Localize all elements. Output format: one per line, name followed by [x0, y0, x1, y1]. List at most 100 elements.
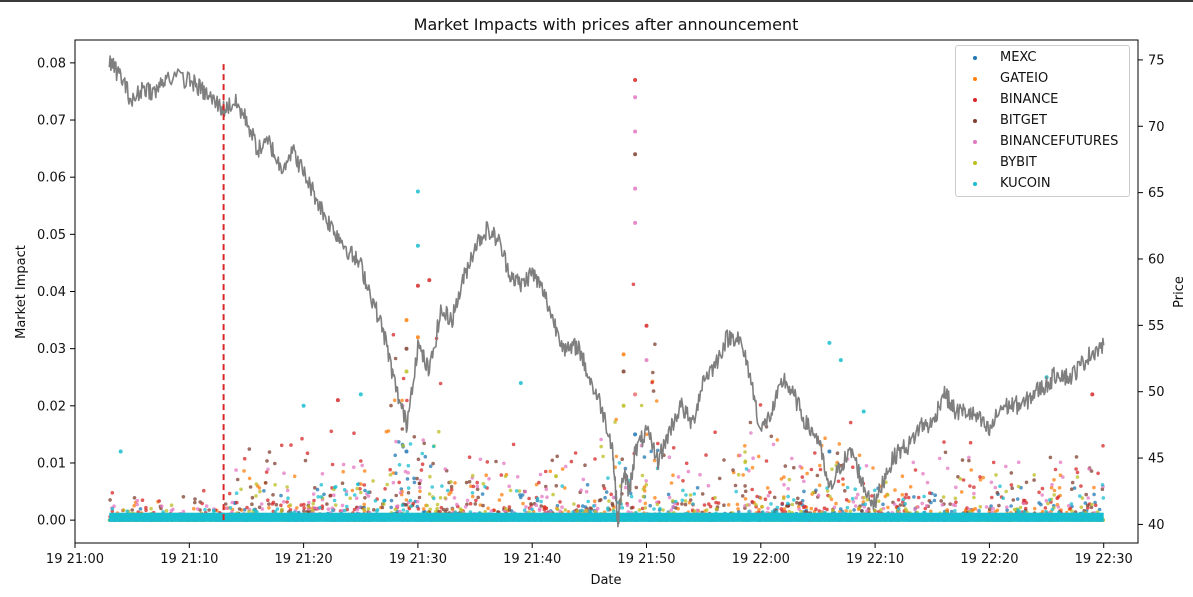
impact-point	[400, 398, 404, 403]
impact-point	[775, 438, 780, 442]
impact-point	[1068, 506, 1073, 511]
impact-point	[281, 500, 286, 504]
impact-point	[372, 508, 376, 512]
impact-point	[415, 476, 419, 481]
impact-point	[198, 500, 202, 504]
impact-point	[593, 509, 598, 514]
impact-point	[489, 509, 494, 513]
impact-point	[1078, 494, 1082, 498]
y-axis-label: Market Impact	[14, 245, 29, 339]
impact-point	[592, 504, 596, 508]
impact-point	[332, 493, 336, 498]
impact-point	[544, 487, 549, 492]
y-tick-label: 0.03	[37, 342, 66, 357]
y2-tick-label: 60	[1148, 252, 1165, 267]
impact-point	[716, 501, 721, 505]
y-tick-label: 0.08	[37, 56, 66, 71]
impact-point	[408, 442, 413, 446]
impact-point	[1004, 489, 1008, 494]
impact-point	[695, 508, 700, 513]
impact-point	[832, 505, 837, 510]
impact-point	[449, 480, 453, 484]
price-line-layer	[108, 55, 1105, 528]
impact-point	[325, 502, 329, 506]
impact-point	[756, 454, 761, 459]
impact-point	[1086, 496, 1090, 500]
impact-point	[354, 496, 359, 501]
impact-point	[1004, 464, 1008, 469]
impact-point	[537, 480, 541, 485]
impact-point	[763, 497, 768, 502]
impact-point	[900, 493, 905, 497]
legend-label: BINANCE	[1000, 92, 1059, 107]
impact-point	[403, 469, 408, 474]
impact-point	[273, 483, 277, 487]
x-tick-label: 19 21:00	[46, 552, 104, 567]
impact-point	[311, 501, 316, 506]
impact-point	[307, 500, 311, 505]
impact-point	[1093, 500, 1097, 505]
y2-tick-label: 75	[1148, 53, 1165, 68]
impact-point	[212, 510, 216, 514]
impact-point	[951, 503, 956, 507]
impact-point	[260, 507, 265, 511]
impact-point	[640, 473, 645, 478]
impact-point	[254, 509, 258, 513]
impact-point	[770, 509, 775, 514]
impact-point	[698, 472, 702, 477]
impact-point	[780, 501, 785, 506]
impact-point	[392, 398, 397, 403]
impact-point	[524, 505, 528, 509]
impact-point	[643, 506, 648, 510]
impact-point	[391, 471, 396, 475]
impact-point	[633, 95, 638, 100]
impact-point	[529, 502, 533, 506]
impact-point	[602, 486, 607, 491]
impact-point	[922, 494, 926, 499]
impact-point	[661, 508, 665, 512]
impact-point	[310, 508, 315, 513]
impact-point	[782, 482, 786, 487]
impact-point	[1087, 467, 1091, 471]
impact-point	[234, 491, 239, 496]
impact-point	[428, 507, 433, 512]
impact-point	[971, 508, 975, 512]
impact-point	[772, 495, 777, 500]
impact-point	[1075, 470, 1080, 475]
impact-point	[620, 506, 625, 510]
impact-point	[621, 403, 626, 408]
impact-point	[157, 499, 161, 503]
impact-point	[458, 507, 463, 511]
impact-point	[1101, 496, 1106, 500]
impact-point	[1018, 505, 1023, 510]
impact-point	[438, 381, 443, 386]
impact-point	[671, 504, 675, 509]
impact-point	[870, 494, 874, 498]
impact-point	[560, 484, 564, 488]
impact-point	[455, 502, 459, 507]
impact-point	[235, 477, 240, 482]
impact-point	[978, 505, 983, 509]
impact-point	[573, 451, 578, 455]
impact-point	[515, 475, 520, 479]
impact-point	[398, 509, 402, 514]
impact-point	[478, 457, 483, 462]
impact-point	[649, 449, 653, 454]
impact-point	[300, 436, 304, 441]
impact-point	[845, 485, 850, 490]
impact-point	[603, 495, 607, 500]
impact-point	[563, 508, 568, 512]
impact-point	[504, 507, 508, 511]
impact-point	[397, 440, 401, 444]
impact-point	[780, 509, 785, 513]
impact-point	[453, 481, 457, 485]
impact-point	[1032, 478, 1036, 482]
impact-point	[1072, 486, 1077, 490]
impact-point	[953, 509, 957, 513]
impact-point	[851, 465, 855, 470]
impact-point	[629, 506, 634, 510]
impact-point	[159, 504, 164, 509]
impact-point	[835, 451, 840, 456]
impact-point	[543, 469, 548, 474]
impact-point	[355, 508, 360, 512]
